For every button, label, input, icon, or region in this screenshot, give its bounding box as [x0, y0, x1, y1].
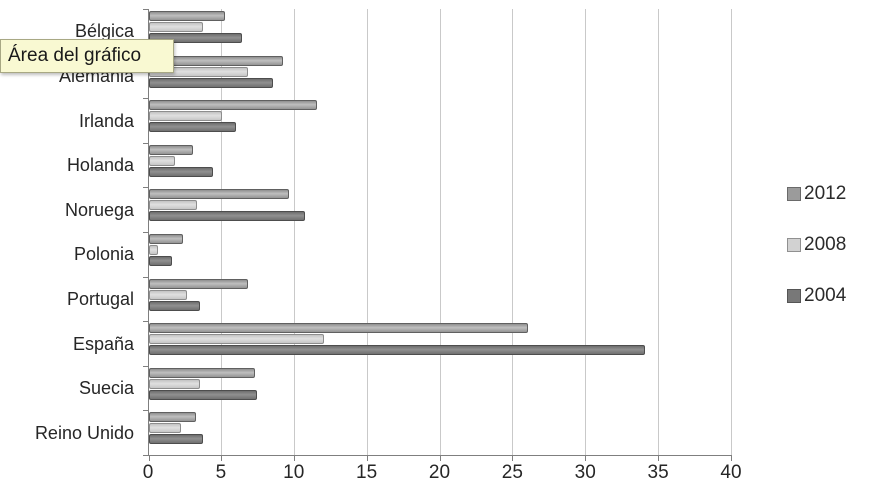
bar-alemania-2004[interactable] — [149, 77, 273, 88]
category-label[interactable]: Polonia — [73, 244, 134, 264]
bar-portugal-2008[interactable] — [149, 289, 187, 300]
x-axis-tick — [658, 455, 660, 461]
x-tick-label[interactable]: 5 — [215, 462, 227, 483]
legend-swatch-2012 — [787, 187, 801, 201]
chart-area-tooltip: Área del gráfico — [0, 39, 174, 73]
bar-irlanda-2004[interactable] — [149, 122, 236, 133]
gridline — [439, 9, 441, 455]
bar-portugal-2004[interactable] — [149, 300, 200, 311]
bar-suecia-2008[interactable] — [149, 378, 200, 389]
tooltip-text: Área del gráfico — [8, 45, 142, 66]
y-axis-tick — [143, 277, 149, 278]
y-axis-tick — [143, 232, 149, 233]
category-label[interactable]: Portugal — [66, 289, 134, 309]
legend-swatch-2008 — [787, 238, 801, 252]
y-axis-tick — [143, 143, 149, 144]
bar-bélgica-2004[interactable] — [149, 33, 242, 43]
bar-noruega-2012[interactable] — [149, 189, 289, 200]
gridline — [366, 9, 368, 455]
legend-label: 2008 — [804, 234, 847, 255]
legend-swatch-2004 — [787, 289, 801, 303]
x-axis-tick — [149, 455, 150, 461]
category-label[interactable]: Suecia — [78, 378, 134, 398]
y-axis-tick — [143, 321, 149, 322]
legend-item-2012[interactable]: 2012 — [787, 183, 847, 204]
gridline — [658, 9, 660, 455]
legend-item-2008[interactable]: 2008 — [787, 234, 847, 255]
bar-polonia-2004[interactable] — [149, 256, 172, 266]
gridline — [293, 9, 295, 455]
bar-noruega-2008[interactable] — [149, 200, 197, 211]
legend-label: 2004 — [804, 285, 847, 306]
bar-portugal-2012[interactable] — [149, 278, 248, 289]
bar-holanda-2012[interactable] — [149, 144, 193, 155]
gridline — [731, 9, 732, 455]
x-tick-label[interactable]: 0 — [142, 462, 154, 483]
x-axis-tick — [293, 455, 295, 461]
bar-bélgica-2008[interactable] — [149, 22, 203, 32]
y-axis-tick — [143, 455, 149, 456]
x-tick-label[interactable]: 30 — [574, 462, 596, 483]
x-tick-label[interactable]: 25 — [501, 462, 523, 483]
bar-irlanda-2008[interactable] — [149, 111, 222, 122]
bar-noruega-2004[interactable] — [149, 211, 305, 222]
bar-suecia-2012[interactable] — [149, 367, 255, 378]
x-axis-tick — [585, 455, 587, 461]
gridline — [585, 9, 587, 455]
x-axis-tick — [439, 455, 441, 461]
bar-españa-2012[interactable] — [149, 323, 528, 334]
bar-reino-unido-2012[interactable] — [149, 412, 196, 423]
bar-holanda-2004[interactable] — [149, 166, 213, 177]
bar-irlanda-2012[interactable] — [149, 100, 317, 111]
x-axis-tick — [512, 455, 514, 461]
category-label[interactable]: Bélgica — [74, 21, 134, 41]
legend-label: 2012 — [804, 183, 847, 204]
y-axis-tick — [143, 366, 149, 367]
x-axis-tick — [220, 455, 222, 461]
category-label[interactable]: Noruega — [64, 200, 134, 220]
x-tick-label[interactable]: 35 — [647, 462, 669, 483]
legend-item-2004[interactable]: 2004 — [787, 285, 847, 306]
y-axis-tick — [143, 410, 149, 411]
bar-polonia-2012[interactable] — [149, 234, 183, 244]
x-tick-label[interactable]: 40 — [720, 462, 742, 483]
category-label[interactable]: Holanda — [66, 155, 134, 175]
x-axis-tick — [731, 455, 732, 461]
x-tick-label[interactable]: 15 — [356, 462, 378, 483]
plot-area[interactable] — [143, 9, 732, 461]
x-axis-tick — [366, 455, 368, 461]
y-axis-tick — [143, 9, 149, 10]
category-label[interactable]: Irlanda — [78, 111, 134, 131]
bar-españa-2008[interactable] — [149, 334, 324, 345]
gridline — [220, 9, 222, 455]
y-axis-tick — [143, 98, 149, 99]
bar-holanda-2008[interactable] — [149, 155, 175, 166]
bar-reino-unido-2004[interactable] — [149, 434, 203, 445]
bar-bélgica-2012[interactable] — [149, 11, 225, 21]
x-tick-label[interactable]: 10 — [283, 462, 305, 483]
category-label[interactable]: Reino Unido — [34, 423, 134, 443]
bar-suecia-2004[interactable] — [149, 389, 257, 400]
gridline — [512, 9, 514, 455]
bar-polonia-2008[interactable] — [149, 245, 158, 255]
x-tick-label[interactable]: 20 — [428, 462, 451, 483]
category-label[interactable]: España — [72, 334, 134, 354]
bar-españa-2004[interactable] — [149, 345, 645, 356]
y-axis-tick — [143, 187, 149, 188]
bar-reino-unido-2008[interactable] — [149, 423, 181, 434]
